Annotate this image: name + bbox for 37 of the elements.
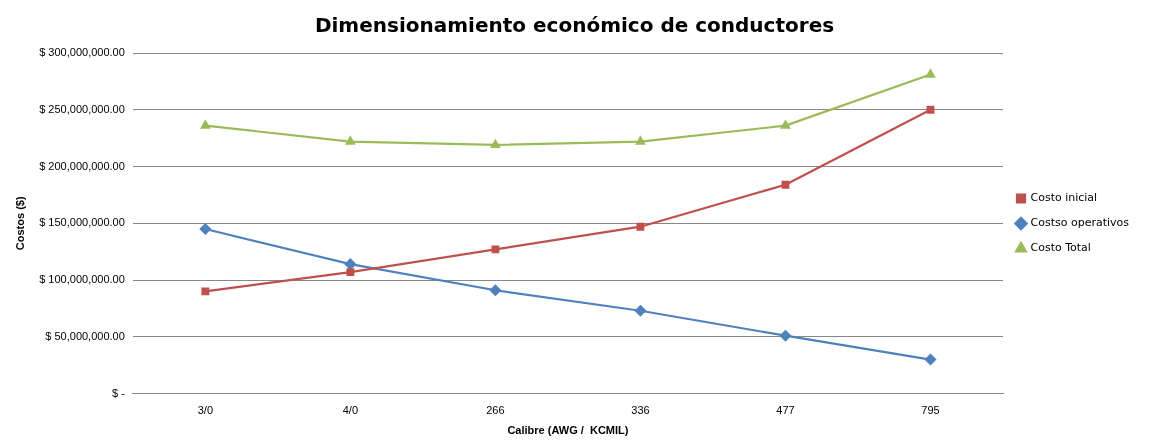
- y-axis-title: Costos ($): [13, 196, 26, 251]
- y-tick-label: $ 150,000,000.00: [39, 216, 125, 229]
- point: [490, 139, 500, 149]
- y-tick-label: $ 100,000,000.00: [39, 273, 125, 286]
- point: [926, 105, 935, 114]
- point: [634, 305, 647, 317]
- y-tick-label: $ 300,000,000.00: [39, 46, 125, 59]
- x-tick-label: 477: [776, 404, 795, 417]
- point: [779, 330, 792, 342]
- point: [491, 245, 500, 254]
- chart-title: Dimensionamiento económico de conductores: [314, 13, 835, 38]
- point: [636, 222, 645, 231]
- point: [199, 223, 211, 235]
- legend-label: Costo Total: [1030, 241, 1091, 255]
- point: [201, 287, 210, 296]
- x-tick-label: 266: [486, 404, 505, 417]
- point: [489, 284, 502, 296]
- point: [924, 353, 937, 366]
- point: [345, 136, 355, 145]
- y-tick-label: $ -: [111, 386, 126, 399]
- point: [344, 258, 356, 270]
- x-tick-label: 336: [631, 404, 650, 417]
- y-tick-label: $ 250,000,000.00: [39, 102, 125, 115]
- x-tick-label: 3/0: [197, 404, 213, 417]
- point: [780, 120, 791, 129]
- point: [635, 136, 645, 145]
- point: [346, 268, 355, 277]
- legend-label: Costo inicial: [1030, 191, 1098, 205]
- x-tick-label: 795: [921, 404, 940, 417]
- legend-label: Costso operativos: [1030, 216, 1130, 230]
- x-tick-label: 4/0: [342, 404, 359, 417]
- x-axis-title: Calibre (AWG / KCMIL): [507, 424, 629, 437]
- y-tick-label: $ 200,000,000.00: [39, 159, 125, 172]
- point: [200, 120, 210, 129]
- y-tick-label: $ 50,000,000.00: [45, 329, 125, 342]
- point: [781, 180, 790, 189]
- point: [925, 69, 936, 78]
